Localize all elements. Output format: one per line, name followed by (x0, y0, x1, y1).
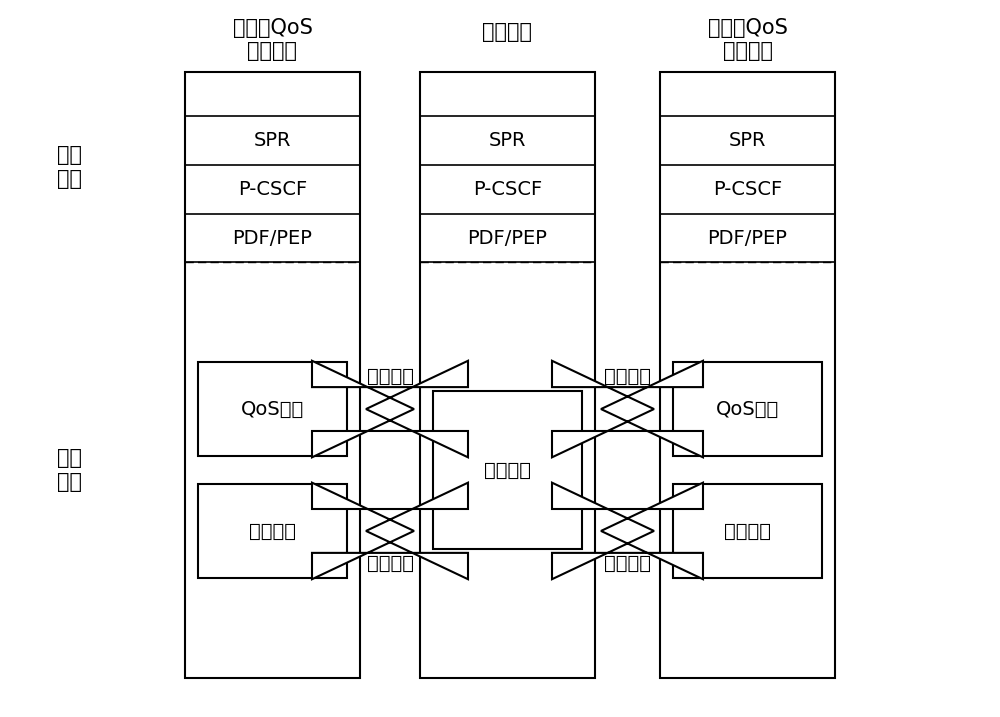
Polygon shape (552, 483, 703, 579)
Text: SPR: SPR (489, 131, 526, 150)
Bar (198, 363, 347, 456)
Bar (673, 363, 822, 456)
Text: P-CSCF: P-CSCF (473, 180, 542, 199)
Polygon shape (312, 361, 468, 457)
Polygon shape (552, 361, 703, 457)
Text: PDF/PEP: PDF/PEP (233, 229, 312, 247)
Bar (433, 391, 582, 549)
Text: 级联引擎: 级联引擎 (482, 22, 532, 42)
Text: 闭环互耦: 闭环互耦 (366, 554, 414, 573)
Bar (673, 485, 822, 578)
Text: P-CSCF: P-CSCF (713, 180, 782, 199)
Text: 广域网QoS
控制模块: 广域网QoS 控制模块 (708, 18, 787, 61)
Text: P-CSCF: P-CSCF (238, 180, 307, 199)
Bar (420, 72, 595, 678)
Text: 缓存队列: 缓存队列 (484, 460, 531, 480)
Text: SPR: SPR (729, 131, 766, 150)
Text: SPR: SPR (254, 131, 291, 150)
Bar (660, 72, 835, 678)
Text: PDF/PEP: PDF/PEP (708, 229, 787, 247)
Text: 信道波动: 信道波动 (366, 367, 414, 386)
Text: 局域网QoS
控制模块: 局域网QoS 控制模块 (233, 18, 312, 61)
Text: 信道队列: 信道队列 (724, 521, 771, 541)
Text: QoS队列: QoS队列 (241, 399, 304, 419)
Bar (198, 485, 347, 578)
Text: 信道波动: 信道波动 (604, 367, 651, 386)
Text: PDF/PEP: PDF/PEP (468, 229, 547, 247)
Text: 闭环互耦: 闭环互耦 (604, 554, 651, 573)
Bar (185, 72, 360, 678)
Polygon shape (312, 483, 468, 579)
Text: 控制
平面: 控制 平面 (58, 146, 82, 189)
Text: QoS队列: QoS队列 (716, 399, 779, 419)
Text: 数据
平面: 数据 平面 (58, 448, 82, 492)
Text: 信道队列: 信道队列 (249, 521, 296, 541)
